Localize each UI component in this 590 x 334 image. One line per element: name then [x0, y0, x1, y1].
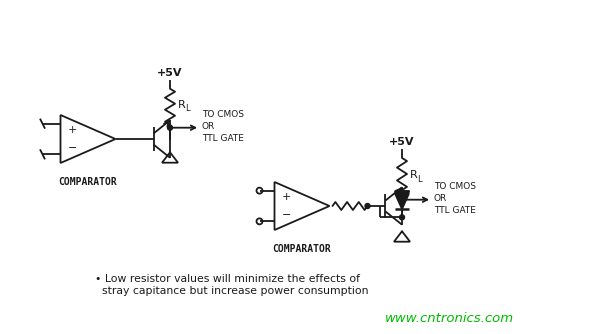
Text: R: R [178, 100, 186, 110]
Text: COMPARATOR: COMPARATOR [273, 244, 332, 254]
Text: TO CMOS
OR
TTL GATE: TO CMOS OR TTL GATE [434, 182, 476, 215]
Text: TO CMOS
OR
TTL GATE: TO CMOS OR TTL GATE [202, 111, 244, 143]
Circle shape [168, 125, 172, 130]
Text: +5V: +5V [389, 137, 415, 147]
Text: COMPARATOR: COMPARATOR [58, 177, 117, 187]
Polygon shape [395, 191, 409, 205]
Text: −: − [282, 210, 291, 220]
Text: L: L [417, 175, 422, 184]
Text: −: − [68, 143, 77, 153]
Circle shape [399, 215, 405, 220]
Text: • Low resistor values will minimize the effects of: • Low resistor values will minimize the … [95, 274, 360, 284]
Text: stray capitance but increase power consumption: stray capitance but increase power consu… [95, 286, 369, 296]
Text: L: L [185, 104, 189, 113]
Circle shape [365, 203, 370, 208]
Text: R: R [410, 170, 418, 180]
Text: +: + [282, 192, 291, 202]
Text: www.cntronics.com: www.cntronics.com [385, 312, 514, 325]
Text: +: + [68, 125, 77, 135]
Polygon shape [395, 194, 409, 209]
Text: +5V: +5V [158, 68, 183, 78]
Circle shape [399, 197, 405, 202]
